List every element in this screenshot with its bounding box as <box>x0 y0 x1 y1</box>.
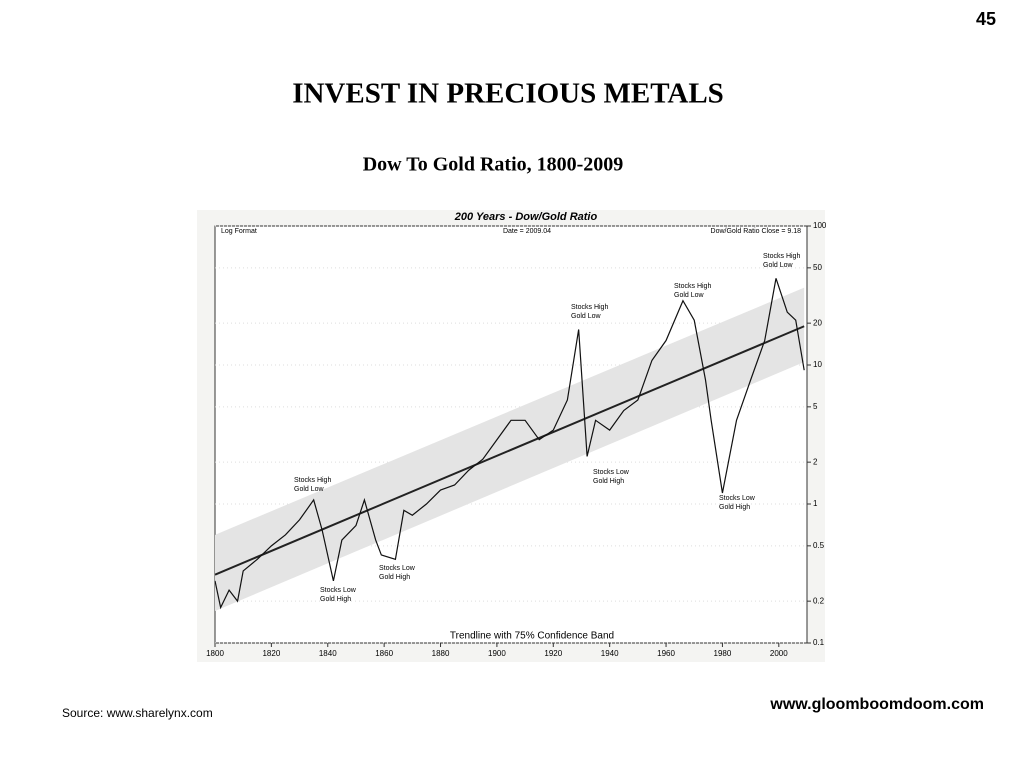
annotation: Stocks Low <box>320 587 357 594</box>
annotation: Stocks Low <box>379 565 416 572</box>
y-tick-label: 100 <box>813 221 827 230</box>
y-tick-label: 5 <box>813 402 818 411</box>
annotation: Gold Low <box>674 292 705 299</box>
note: Dow/Gold Ratio Close = 9.18 <box>711 228 802 235</box>
annotation: Stocks Low <box>593 469 630 476</box>
x-tick-label: 1860 <box>375 649 393 658</box>
annotation: Stocks High <box>763 253 800 260</box>
annotation: Stocks Low <box>719 495 756 502</box>
y-tick-label: 1 <box>813 499 818 508</box>
x-tick-label: 1980 <box>714 649 732 658</box>
data-line <box>214 278 805 610</box>
y-tick-label: 2 <box>813 457 818 466</box>
confidence-band <box>215 287 805 611</box>
y-tick-label: 0.2 <box>813 596 825 605</box>
website: www.gloomboomdoom.com <box>769 696 984 713</box>
annotation: Stocks High <box>294 477 331 484</box>
x-tick-label: 1820 <box>262 649 280 658</box>
annotation: Gold High <box>593 478 624 485</box>
x-tick-label: 1840 <box>319 649 337 658</box>
x-tick-label: 1940 <box>601 649 619 658</box>
annotation: Gold High <box>320 596 351 603</box>
trendline <box>214 325 805 576</box>
annotation: Stocks High <box>571 304 608 311</box>
note: Trendline with 75% Confidence Band <box>450 631 614 642</box>
chart-title: 200 Years - Dow/Gold Ratio <box>454 211 598 223</box>
page-number: 45 <box>976 9 996 29</box>
annotation: Stocks High <box>674 283 711 290</box>
x-tick-label: 2000 <box>770 649 788 658</box>
annotation: Gold Low <box>763 262 794 269</box>
note: Date = 2009.04 <box>503 228 551 235</box>
y-tick-label: 0.1 <box>813 638 825 647</box>
x-tick-label: 1800 <box>206 649 224 658</box>
note: Log Format <box>221 228 257 235</box>
y-tick-label: 0.5 <box>813 541 825 550</box>
annotation: Gold Low <box>571 313 602 320</box>
y-tick-label: 50 <box>813 263 822 272</box>
heading: INVEST IN PRECIOUS METALS <box>292 78 724 110</box>
annotation: Gold High <box>379 574 410 581</box>
y-tick-label: 20 <box>813 318 822 327</box>
source: Source: www.sharelynx.com <box>62 706 213 720</box>
subheading: Dow To Gold Ratio, 1800-2009 <box>363 154 624 176</box>
x-tick-label: 1960 <box>657 649 675 658</box>
y-tick-label: 10 <box>813 360 822 369</box>
x-tick-label: 1920 <box>544 649 562 658</box>
x-tick-label: 1900 <box>488 649 506 658</box>
x-tick-label: 1880 <box>432 649 450 658</box>
annotation: Gold Low <box>294 486 325 493</box>
annotation: Gold High <box>719 504 750 511</box>
